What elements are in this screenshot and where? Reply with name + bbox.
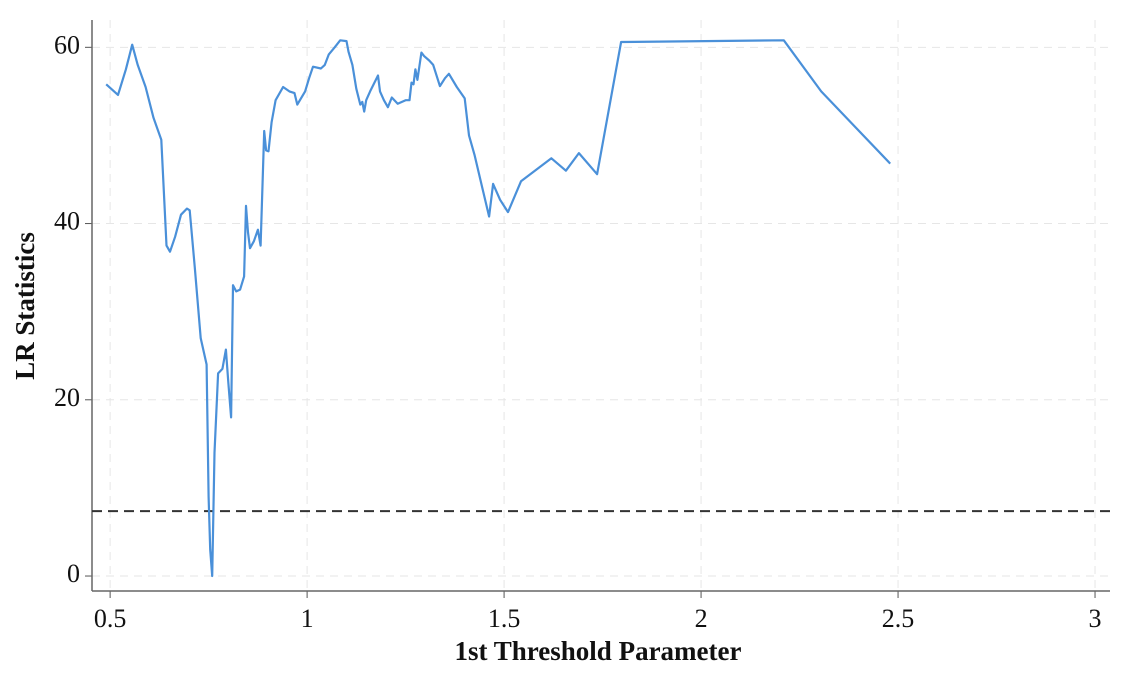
x-tick-label: 3 [1089,604,1102,633]
line-series [105,39,891,578]
y-axis-title: LR Statistics [10,232,40,380]
y-tick-label: 20 [54,383,80,412]
x-tick-label: 2 [695,604,708,633]
x-tick-label: 1.5 [488,604,521,633]
x-tick-label: 2.5 [882,604,915,633]
x-tick-label: 0.5 [94,604,127,633]
y-tick-label: 60 [54,30,80,59]
y-tick-label: 0 [67,559,80,588]
x-tick-label: 1 [301,604,314,633]
x-axis-title: 1st Threshold Parameter [455,636,742,666]
y-tick-label: 40 [54,207,80,236]
